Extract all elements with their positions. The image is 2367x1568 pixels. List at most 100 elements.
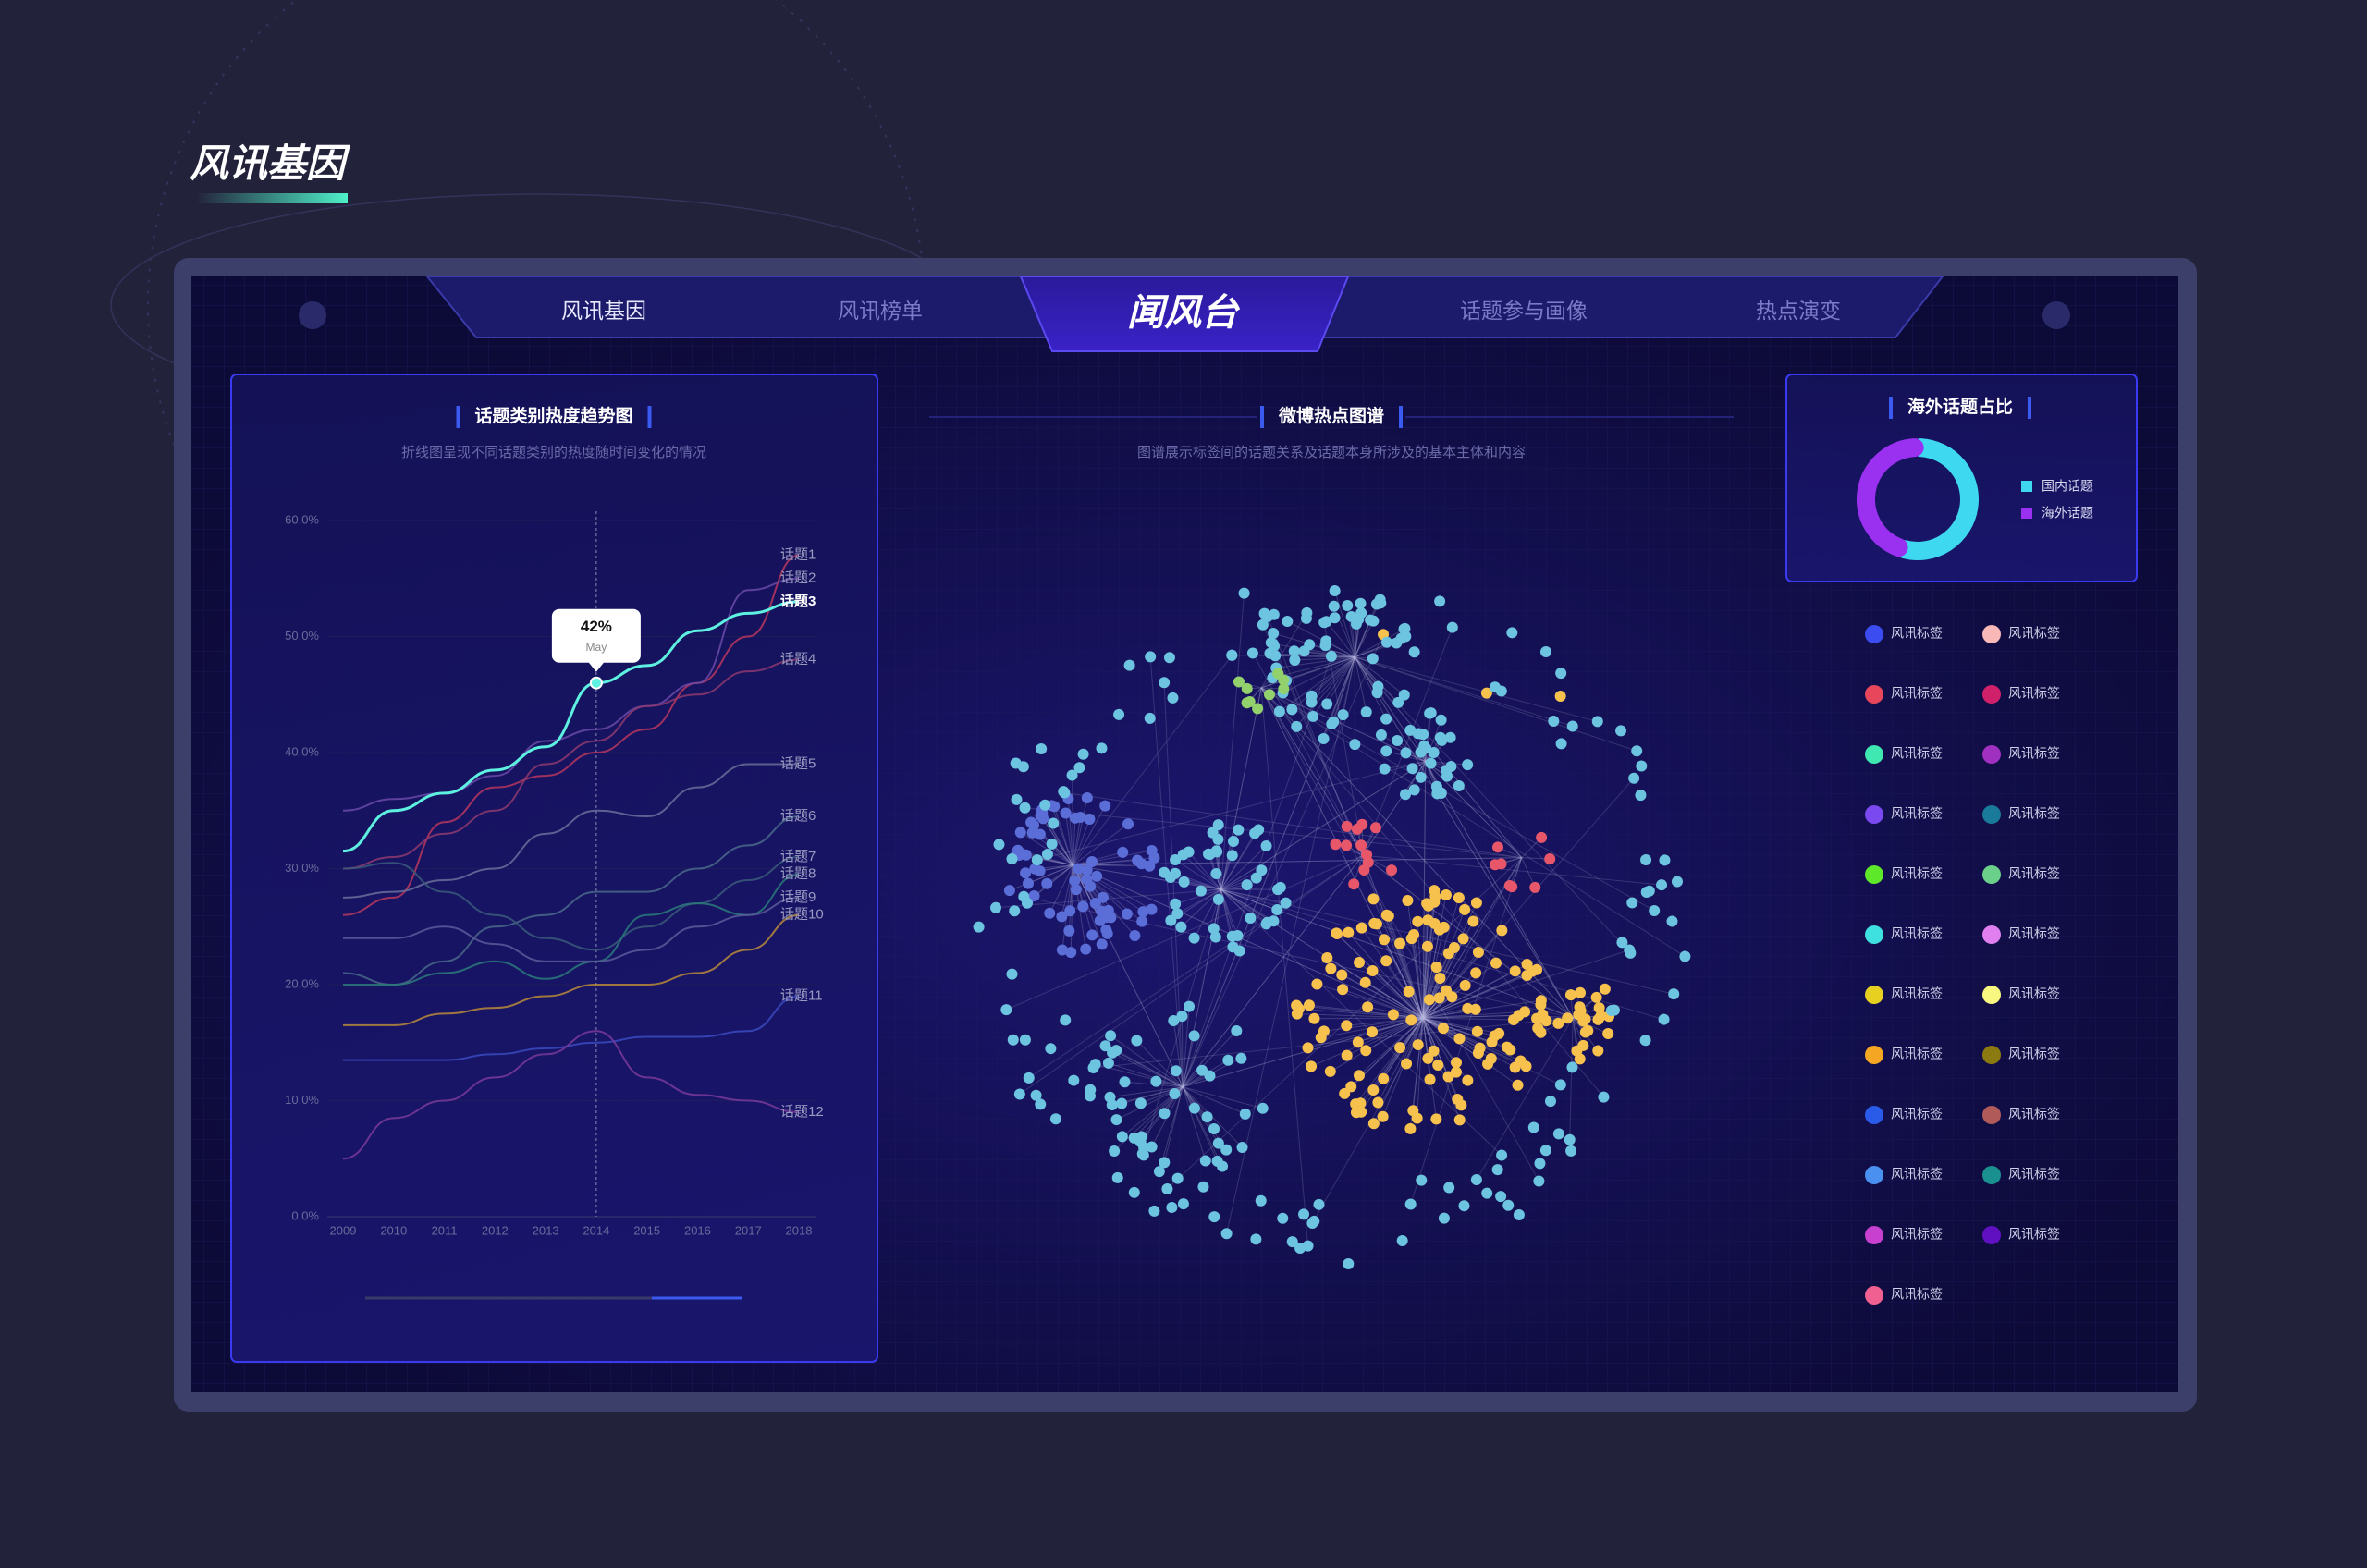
- nav-tab[interactable]: 风讯基因: [561, 299, 646, 323]
- node[interactable]: [1474, 1042, 1486, 1054]
- node[interactable]: [1064, 905, 1076, 917]
- node[interactable]: [1239, 1108, 1251, 1120]
- node[interactable]: [1109, 1145, 1121, 1157]
- node[interactable]: [1238, 587, 1250, 599]
- node[interactable]: [1161, 1182, 1173, 1194]
- node[interactable]: [1429, 885, 1441, 897]
- node[interactable]: [1470, 1173, 1482, 1185]
- node[interactable]: [1481, 1187, 1493, 1199]
- node[interactable]: [1066, 769, 1078, 781]
- node[interactable]: [1380, 955, 1392, 967]
- node[interactable]: [1302, 1042, 1314, 1054]
- node[interactable]: [1608, 1004, 1620, 1016]
- tag-label[interactable]: 风讯标签: [2008, 806, 2060, 821]
- node[interactable]: [1379, 934, 1391, 946]
- node[interactable]: [1485, 1052, 1497, 1064]
- node[interactable]: [1591, 716, 1603, 728]
- node[interactable]: [1355, 839, 1367, 851]
- node[interactable]: [1046, 838, 1058, 850]
- node[interactable]: [1428, 1045, 1440, 1057]
- node[interactable]: [1412, 915, 1424, 927]
- node[interactable]: [1171, 1172, 1184, 1184]
- node[interactable]: [1195, 885, 1207, 897]
- node[interactable]: [1562, 1012, 1574, 1024]
- node[interactable]: [1000, 1004, 1012, 1016]
- node[interactable]: [1421, 940, 1433, 952]
- node[interactable]: [1640, 854, 1652, 866]
- node[interactable]: [1049, 801, 1061, 813]
- node[interactable]: [1163, 652, 1175, 664]
- node[interactable]: [1006, 968, 1018, 980]
- node[interactable]: [1087, 1062, 1099, 1074]
- node[interactable]: [1168, 1014, 1180, 1026]
- node[interactable]: [1288, 645, 1300, 657]
- node[interactable]: [1628, 772, 1640, 784]
- tag-label[interactable]: 风讯标签: [2008, 986, 2060, 1001]
- node[interactable]: [1536, 831, 1548, 843]
- node[interactable]: [1416, 1174, 1428, 1186]
- node[interactable]: [1328, 600, 1340, 612]
- node[interactable]: [1197, 1181, 1209, 1193]
- node[interactable]: [1318, 1025, 1330, 1037]
- node[interactable]: [1358, 864, 1370, 876]
- node[interactable]: [1490, 859, 1502, 871]
- node[interactable]: [1255, 1194, 1267, 1207]
- donut-segment[interactable]: [1895, 438, 1979, 560]
- tag-dot[interactable]: [1982, 625, 2001, 643]
- node[interactable]: [1227, 836, 1239, 848]
- nav-tab[interactable]: 话题参与画像: [1460, 299, 1588, 323]
- node[interactable]: [1014, 827, 1026, 839]
- node[interactable]: [1056, 911, 1068, 923]
- tag-label[interactable]: 风讯标签: [2008, 746, 2060, 761]
- node[interactable]: [1341, 820, 1353, 832]
- tag-label[interactable]: 风讯标签: [1891, 806, 1943, 821]
- node[interactable]: [1457, 933, 1469, 945]
- node[interactable]: [1666, 915, 1678, 927]
- node[interactable]: [1343, 926, 1355, 938]
- node[interactable]: [1579, 1013, 1591, 1025]
- node[interactable]: [1286, 1236, 1298, 1248]
- node[interactable]: [1362, 1001, 1374, 1013]
- node[interactable]: [1199, 1155, 1211, 1167]
- node[interactable]: [1453, 1033, 1466, 1045]
- node[interactable]: [1599, 983, 1611, 995]
- node[interactable]: [1367, 964, 1379, 976]
- node[interactable]: [1321, 698, 1333, 710]
- node[interactable]: [1554, 1079, 1566, 1091]
- node[interactable]: [1128, 1132, 1140, 1144]
- tag-dot[interactable]: [1982, 986, 2001, 1004]
- node[interactable]: [1212, 833, 1224, 845]
- node[interactable]: [1352, 1036, 1364, 1048]
- node[interactable]: [1060, 1014, 1072, 1026]
- node[interactable]: [1278, 674, 1290, 686]
- node[interactable]: [1527, 1121, 1539, 1133]
- node[interactable]: [1443, 1182, 1455, 1194]
- node[interactable]: [1399, 789, 1411, 801]
- node[interactable]: [1011, 793, 1023, 805]
- node[interactable]: [1096, 938, 1108, 950]
- node[interactable]: [1450, 1057, 1462, 1069]
- node[interactable]: [1045, 1043, 1057, 1055]
- node[interactable]: [1099, 800, 1111, 812]
- node[interactable]: [1401, 1058, 1413, 1070]
- node[interactable]: [1211, 846, 1223, 858]
- node[interactable]: [1023, 1072, 1035, 1084]
- node[interactable]: [1471, 1025, 1483, 1037]
- node[interactable]: [1394, 937, 1406, 949]
- node[interactable]: [1386, 864, 1398, 876]
- tag-label[interactable]: 风讯标签: [1891, 986, 1943, 1001]
- node[interactable]: [1379, 763, 1391, 775]
- node[interactable]: [1348, 878, 1360, 890]
- node[interactable]: [1121, 908, 1133, 920]
- node[interactable]: [1091, 870, 1103, 882]
- tag-dot[interactable]: [1982, 1226, 2001, 1244]
- node[interactable]: [1048, 817, 1060, 829]
- node[interactable]: [1018, 890, 1030, 902]
- node[interactable]: [1286, 704, 1298, 716]
- node[interactable]: [1380, 713, 1392, 725]
- node[interactable]: [1423, 994, 1435, 1006]
- node[interactable]: [1462, 1002, 1474, 1014]
- node[interactable]: [1039, 799, 1051, 811]
- node[interactable]: [1250, 1233, 1262, 1245]
- node[interactable]: [1232, 929, 1244, 941]
